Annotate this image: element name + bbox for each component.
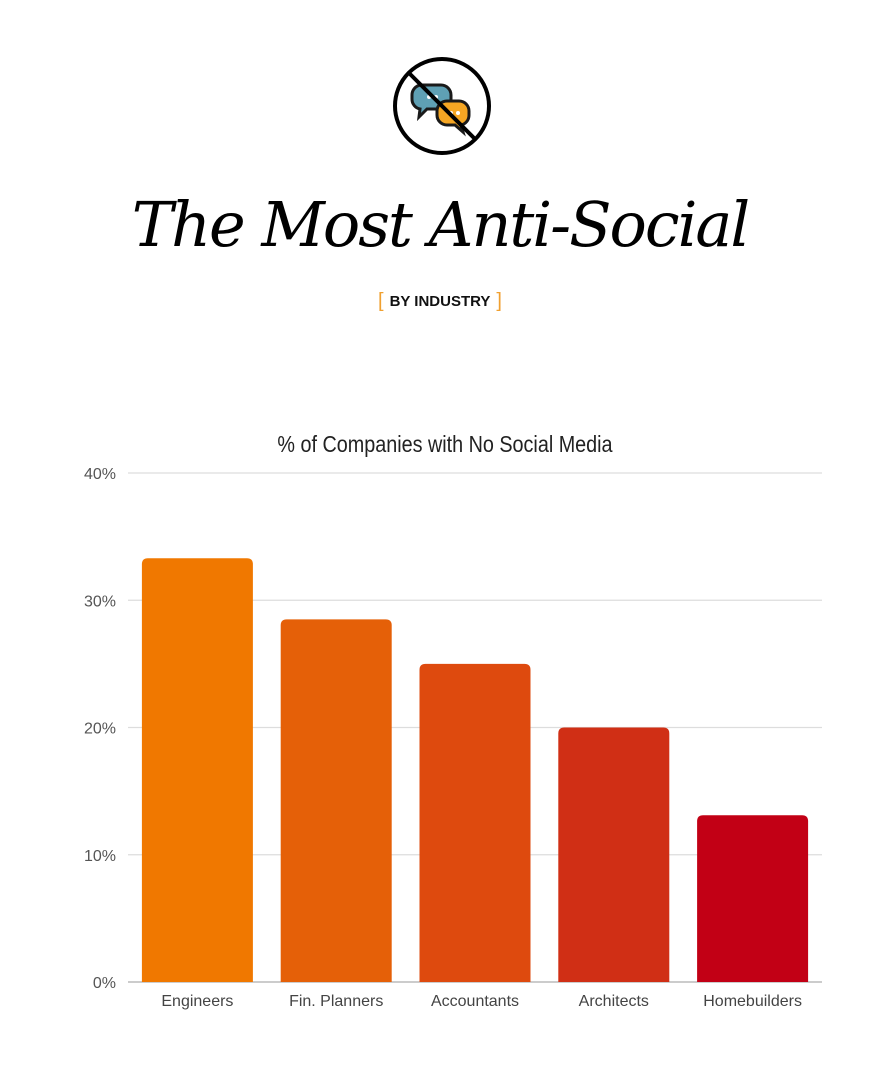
y-tick-label: 30% xyxy=(84,593,116,610)
x-tick-label: Homebuilders xyxy=(703,993,802,1010)
bar-fin-planners xyxy=(280,619,392,982)
x-tick-label: Accountants xyxy=(431,993,519,1010)
x-tick-label: Architects xyxy=(579,993,649,1010)
page-title: The Most Anti-Social xyxy=(131,188,750,261)
right-bracket: ] xyxy=(496,290,502,312)
subtitle: [ BY INDUSTRY] xyxy=(0,289,880,312)
y-tick-label: 40% xyxy=(84,466,116,483)
no-chat-bubbles-icon xyxy=(391,55,493,157)
bar-chart: % of Companies with No Social Media 0% 10… xyxy=(84,432,822,1010)
bar-engineers xyxy=(141,558,253,982)
x-tick-label: Engineers xyxy=(161,993,233,1010)
bar-accountants xyxy=(419,663,531,982)
y-tick-label: 0% xyxy=(93,975,116,992)
chart-title: % of Companies with No Social Media xyxy=(277,432,612,458)
subtitle-text: BY INDUSTRY xyxy=(389,293,491,310)
bar-homebuilders xyxy=(697,815,809,982)
x-tick-label: Fin. Planners xyxy=(289,993,383,1010)
y-tick-label: 20% xyxy=(84,721,116,738)
bar-architects xyxy=(558,727,670,982)
y-tick-label: 10% xyxy=(84,848,116,865)
left-bracket: [ xyxy=(378,290,384,312)
